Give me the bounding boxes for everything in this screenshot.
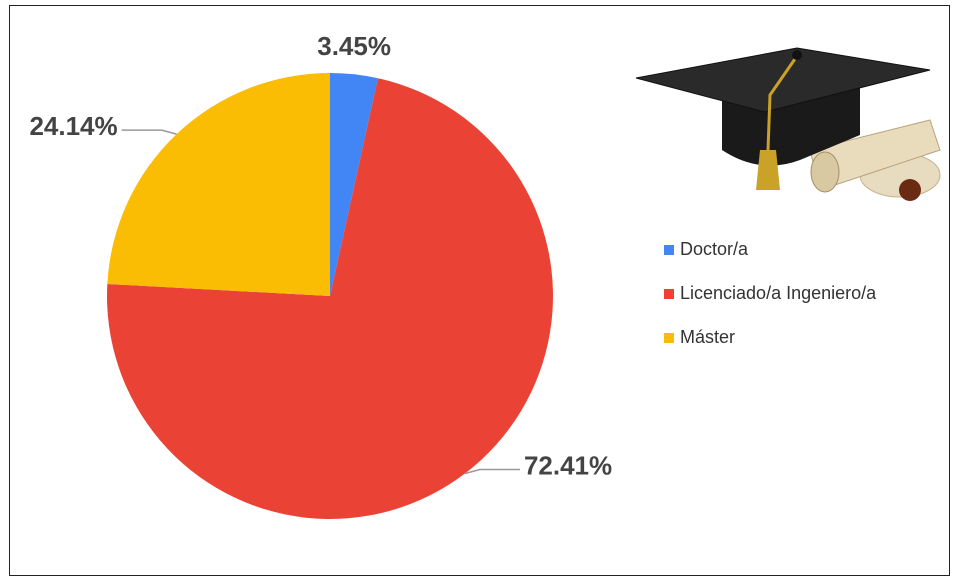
legend-swatch xyxy=(664,245,674,255)
legend-swatch xyxy=(664,289,674,299)
pie-slice xyxy=(330,73,378,296)
legend-swatch xyxy=(664,333,674,343)
pie-slice xyxy=(106,78,554,519)
leader-line xyxy=(464,468,520,475)
leader-line xyxy=(121,129,177,135)
pie-slice xyxy=(107,73,331,296)
graduation-cap-image xyxy=(630,40,941,225)
data-label: 72.41% xyxy=(524,450,612,480)
data-label: 3.45% xyxy=(317,31,391,61)
legend-label: Doctor/a xyxy=(680,239,749,259)
data-label: 24.14% xyxy=(29,111,117,141)
legend-label: Licenciado/a Ingeniero/a xyxy=(680,283,877,303)
legend-label: Máster xyxy=(680,327,735,347)
frame xyxy=(9,5,950,576)
